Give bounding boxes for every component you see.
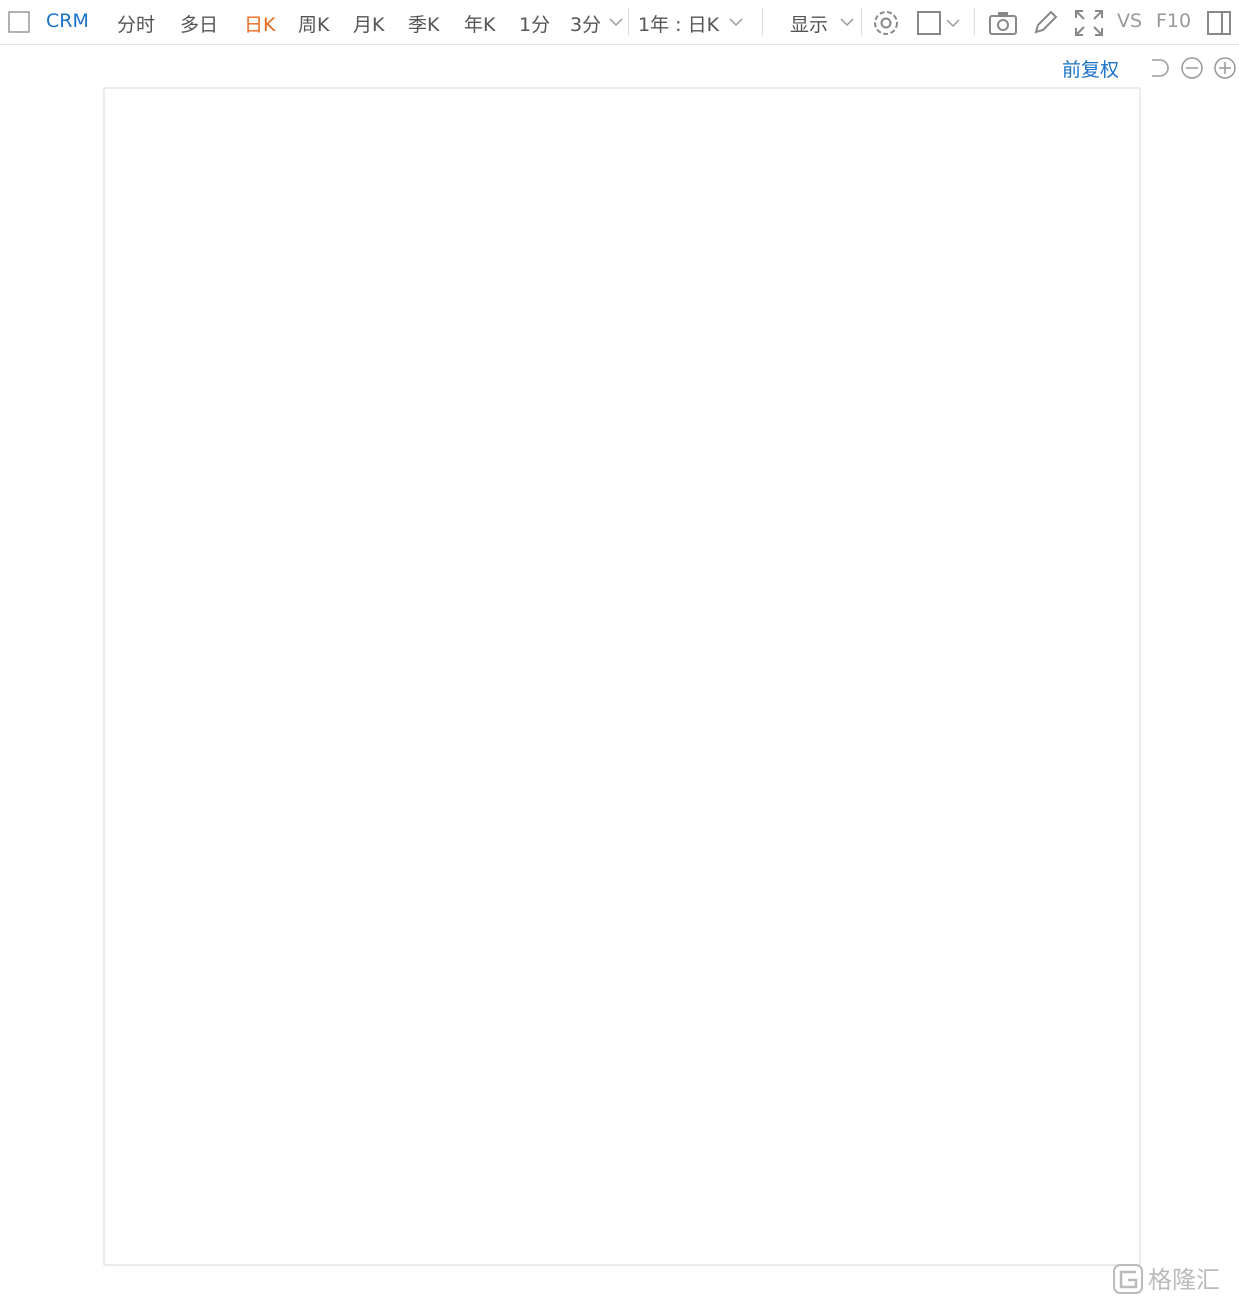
pen-icon[interactable] <box>1032 10 1058 36</box>
f10-button[interactable]: F10 <box>1156 10 1192 32</box>
symbol[interactable]: CRM <box>46 10 89 32</box>
checkbox-icon[interactable] <box>8 11 30 33</box>
tab[interactable]: 日K <box>244 14 276 36</box>
adjust-mode[interactable]: 前复权 <box>1062 59 1120 81</box>
vs-button[interactable]: VS <box>1117 10 1143 32</box>
tab[interactable]: 1分 <box>519 14 551 36</box>
tab[interactable]: 分时 <box>117 14 156 36</box>
tab[interactable]: 季K <box>408 14 440 36</box>
chevron <box>609 18 623 27</box>
tab[interactable]: 月K <box>353 14 385 36</box>
tab[interactable]: 周K <box>298 14 330 36</box>
separator <box>974 8 975 36</box>
camera-icon[interactable] <box>988 10 1020 36</box>
chevron <box>840 18 854 27</box>
zoom-controls[interactable] <box>1146 55 1236 81</box>
layout-icon[interactable] <box>916 10 964 36</box>
chevron <box>729 18 743 27</box>
separator <box>628 8 629 36</box>
watermark: 格隆汇 <box>1113 1264 1220 1294</box>
watermark-text: 格隆汇 <box>1148 1266 1220 1294</box>
plot-frame <box>103 87 1141 1266</box>
toolbar: CRM 分时 多日 日K 周K 月K 季K 年K 1分 3分 1年 : 日K 显… <box>0 0 1239 45</box>
fullscreen-icon[interactable] <box>1074 9 1104 37</box>
tab[interactable]: 年K <box>464 14 496 36</box>
settings-icon[interactable] <box>872 9 900 37</box>
separator <box>762 8 763 36</box>
tab[interactable]: 多日 <box>180 14 219 36</box>
display[interactable]: 显示 <box>790 14 829 36</box>
period[interactable]: 1年 : 日K <box>638 14 720 36</box>
separator <box>861 8 862 36</box>
panel-icon[interactable] <box>1206 10 1232 36</box>
tab[interactable]: 3分 <box>570 14 602 36</box>
